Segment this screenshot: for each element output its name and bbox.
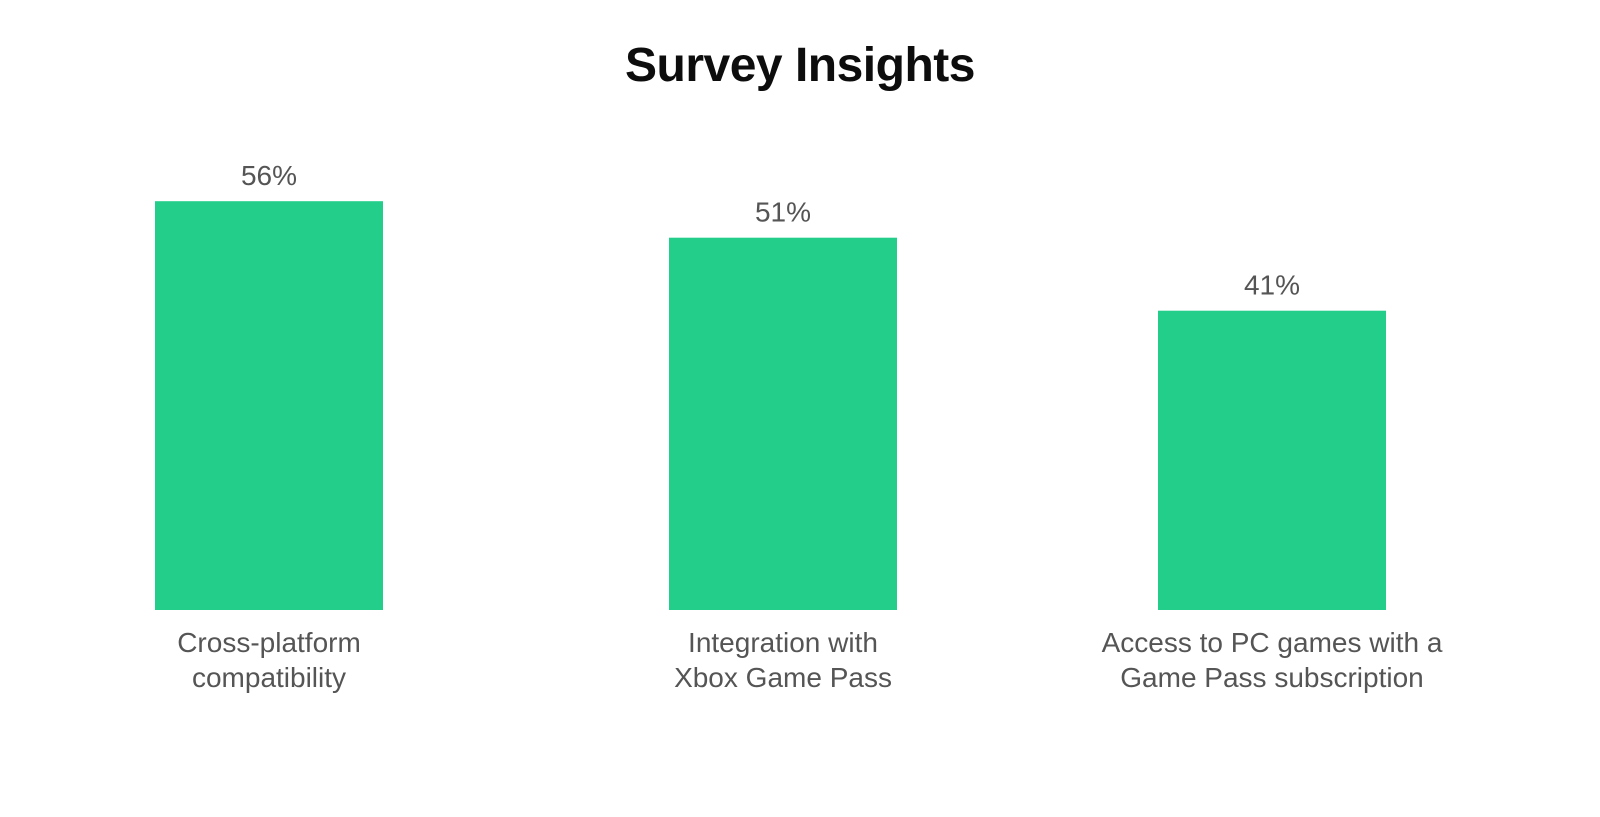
- category-label-3-line-2: Game Pass subscription: [1120, 662, 1423, 693]
- category-label-2-line-2: Xbox Game Pass: [674, 662, 892, 693]
- value-label-2: 51%: [755, 197, 811, 228]
- bar-2: [669, 237, 897, 610]
- category-label-1-line-1: Cross-platform: [177, 627, 361, 658]
- category-label-1-line-2: compatibility: [192, 662, 346, 693]
- category-label-2-line-1: Integration with: [688, 627, 878, 658]
- chart-title: Survey Insights: [625, 39, 975, 92]
- value-label-3: 41%: [1244, 270, 1300, 301]
- category-label-3-line-1: Access to PC games with a: [1102, 627, 1443, 658]
- bar-1: [155, 201, 383, 610]
- bar-3: [1158, 310, 1386, 610]
- value-label-1: 56%: [241, 160, 297, 191]
